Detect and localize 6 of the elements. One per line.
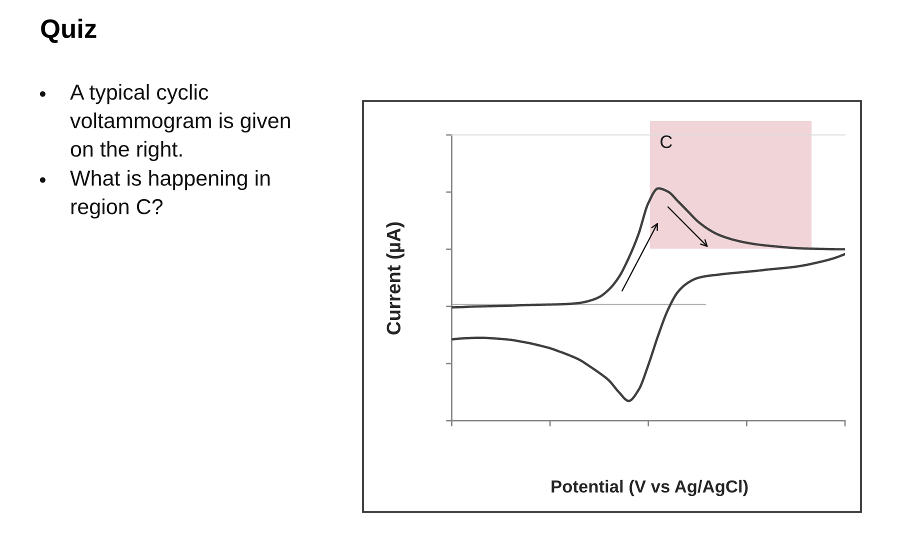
band-label: C <box>660 135 672 148</box>
text: What is happening in region C? <box>70 170 270 219</box>
text: Quiz <box>41 18 96 44</box>
text: A typical cyclic voltammogram is given on the right. <box>70 84 290 162</box>
x-axis-title: Potential (V vs Ag/AgCl) <box>552 480 748 496</box>
y-axis-title: Current (µA) <box>386 222 404 334</box>
